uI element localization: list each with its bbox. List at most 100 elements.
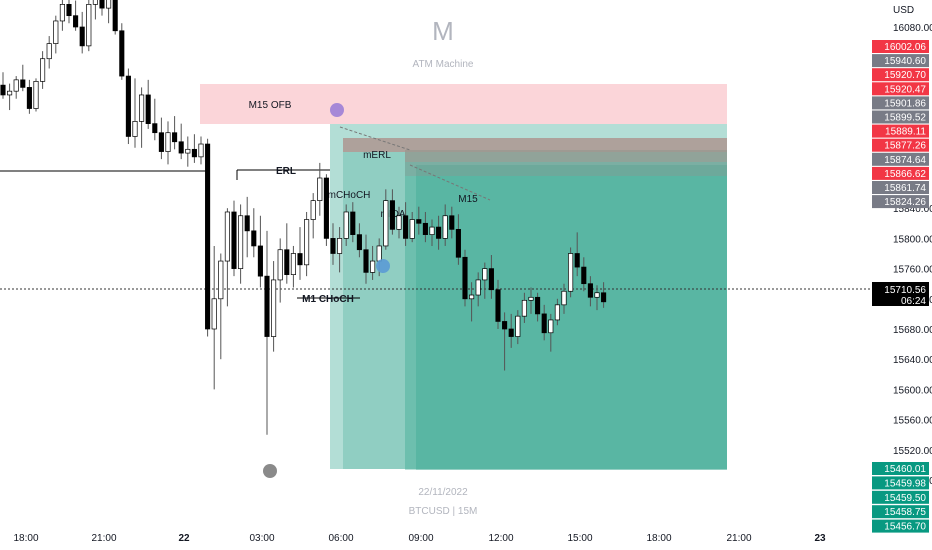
erl-label: ERL — [276, 166, 296, 177]
current-price-countdown: 06:24 — [901, 296, 926, 307]
candle-body — [383, 200, 389, 247]
candle-body — [271, 279, 277, 337]
candle-body — [20, 79, 26, 88]
candle-body — [317, 177, 323, 201]
candle-body — [389, 200, 395, 230]
m1-choch-label: M1 CHoCH — [302, 294, 354, 305]
tp-zone — [330, 124, 727, 469]
price-tag-value: 15940.60 — [884, 56, 926, 67]
m-choch-label: mCHoCH — [328, 190, 371, 201]
candle-body — [191, 148, 197, 158]
price-tag — [872, 519, 929, 533]
y-tick-label: 15760.00 — [893, 265, 932, 276]
candle-body — [422, 222, 428, 235]
candle-body — [284, 249, 290, 275]
price-tag-value: 15899.52 — [884, 113, 926, 124]
candle-body — [205, 143, 211, 330]
price-tag — [872, 68, 929, 82]
candle-body — [257, 245, 263, 277]
price-tag-value: 15456.70 — [884, 522, 926, 533]
x-tick-label: 18:00 — [646, 533, 671, 544]
candle-body — [66, 3, 72, 17]
price-tags: 16002.06 15940.60 15920.70 15920.47 15901.86… — [872, 40, 929, 533]
price-tag-value: 15877.26 — [884, 141, 926, 152]
price-tag — [872, 476, 929, 490]
candle-body — [455, 228, 461, 258]
candle-body — [449, 215, 455, 230]
candle-body — [178, 141, 184, 154]
candle-body — [436, 226, 442, 239]
m15-ofb-zone — [200, 84, 727, 124]
candle-body — [323, 177, 329, 239]
candle-body — [594, 292, 600, 298]
candle-body — [119, 30, 125, 77]
price-tag — [872, 462, 929, 475]
candles-layer — [0, 0, 607, 435]
red-band-upper — [343, 138, 727, 152]
candle-body — [125, 75, 131, 137]
candle-body — [132, 121, 138, 137]
x-tick-label: 09:00 — [408, 533, 433, 544]
candle-body — [211, 298, 217, 330]
candle-body — [158, 132, 164, 152]
candle-body — [535, 296, 541, 315]
price-tag — [872, 138, 929, 152]
candle-body — [304, 219, 310, 266]
price-tag — [872, 54, 929, 68]
price-tag — [872, 110, 929, 124]
candle-body — [277, 249, 283, 281]
candle-body — [92, 0, 98, 5]
x-tick-label: 15:00 — [567, 533, 592, 544]
candle-body — [469, 294, 475, 300]
currency-label: USD — [893, 5, 914, 16]
x-tick-label: 21:00 — [91, 533, 116, 544]
watermark-date: 22/11/2022 — [418, 487, 468, 498]
candle-body — [165, 132, 171, 152]
price-tag — [872, 490, 929, 504]
candle-body — [488, 268, 494, 291]
price-tag — [872, 96, 929, 110]
price-tag-value: 15458.75 — [884, 507, 926, 518]
candle-body — [442, 215, 448, 239]
candle-body — [396, 215, 402, 230]
m-erl-label: mERL — [363, 150, 391, 161]
price-tag-value: 15901.86 — [884, 98, 926, 109]
price-tag — [872, 40, 929, 53]
candle-body — [139, 94, 145, 122]
x-tick-label: 22 — [178, 533, 190, 544]
price-tag — [872, 166, 929, 180]
candle-body — [310, 200, 316, 220]
candle-body — [290, 253, 296, 275]
purple-dot — [330, 103, 344, 117]
candle-body — [587, 283, 593, 298]
price-tag — [872, 124, 929, 138]
price-tag — [872, 82, 929, 96]
candle-body — [13, 79, 19, 92]
current-price-value: 15710.56 — [884, 285, 926, 296]
x-tick-label: 18:00 — [13, 533, 38, 544]
price-tag-value: 15889.11 — [885, 127, 926, 138]
candle-body — [86, 3, 92, 47]
x-axis: 18:00 21:00 22 03:00 06:00 09:00 12:00 15:00 18:… — [13, 533, 826, 544]
candle-body — [601, 292, 607, 303]
candle-body — [356, 234, 362, 251]
candle-body — [508, 328, 514, 337]
m-erl-line — [339, 126, 411, 151]
price-tag-value: 15866.62 — [884, 169, 926, 180]
candle-body — [152, 123, 158, 134]
x-tick-label: 23 — [814, 533, 826, 544]
y-tick-label: 15520.00 — [893, 446, 932, 457]
candle-body — [112, 0, 118, 32]
y-tick-label: 15640.00 — [893, 355, 932, 366]
y-tick-label: 15800.00 — [893, 234, 932, 245]
candle-body — [416, 219, 422, 224]
y-tick-label: 16080.00 — [893, 23, 932, 34]
price-tag — [872, 195, 929, 209]
candle-body — [79, 26, 85, 47]
price-tag — [872, 152, 929, 166]
candle-body — [409, 219, 415, 239]
gray-dot — [263, 464, 277, 478]
blue-dot — [376, 259, 390, 273]
watermark-logo: M — [432, 16, 454, 46]
